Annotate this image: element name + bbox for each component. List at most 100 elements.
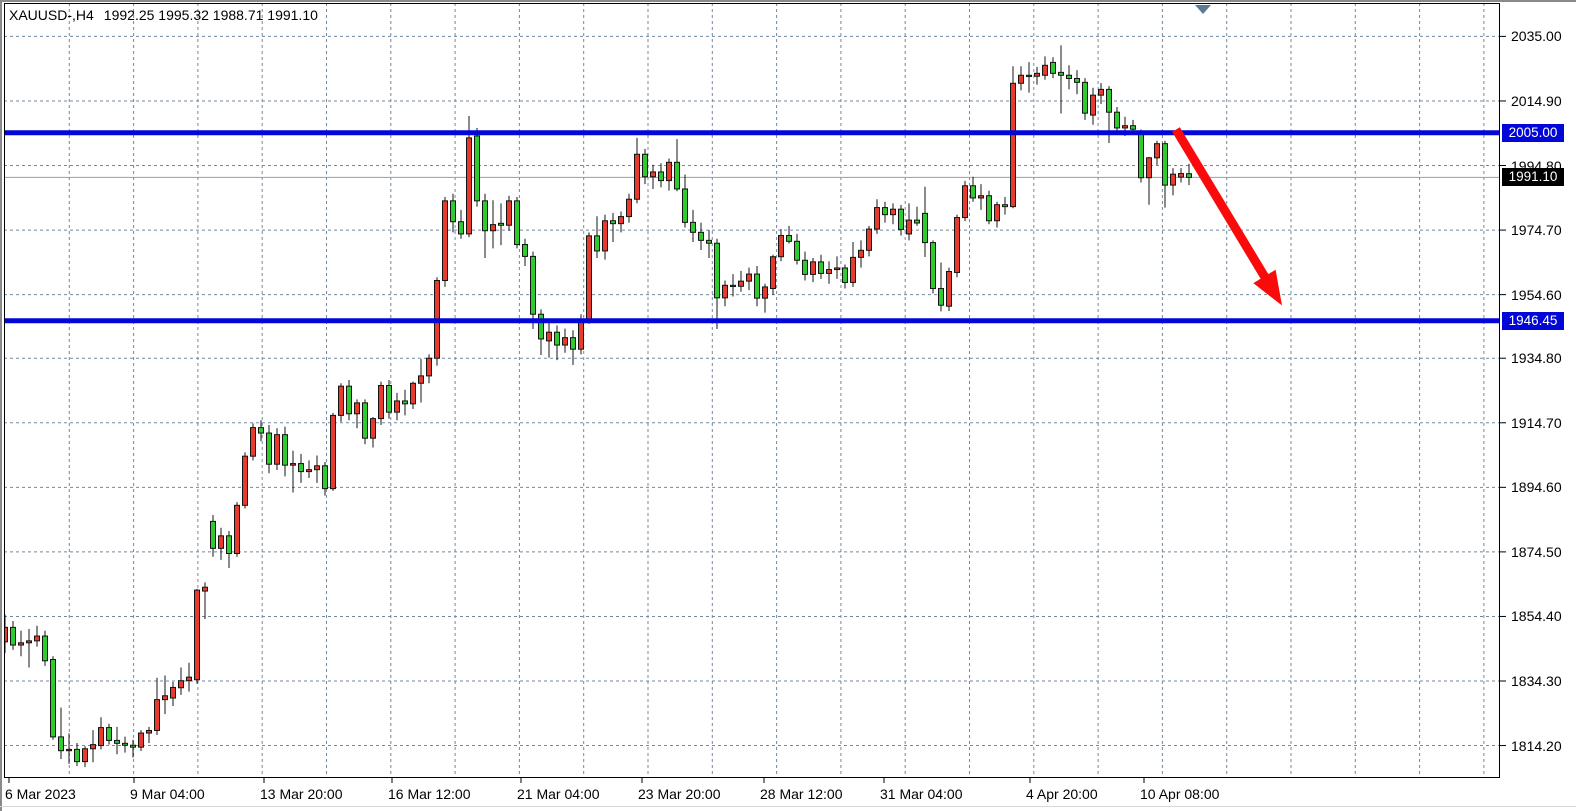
- window-edge-left: [0, 0, 2, 811]
- bear-candle: [458, 221, 464, 235]
- bear-candle: [818, 261, 824, 274]
- bull-candle: [26, 640, 32, 644]
- bull-candle: [1098, 88, 1104, 96]
- bear-candle: [386, 385, 392, 413]
- bull-candle: [250, 427, 256, 457]
- bear-candle: [1002, 204, 1008, 208]
- bull-candle: [98, 727, 104, 747]
- bull-candle: [162, 695, 168, 701]
- bull-candle: [778, 235, 784, 258]
- bull-candle: [618, 216, 624, 225]
- bull-candle: [826, 269, 832, 274]
- y-axis-label: 1814.20: [1511, 737, 1562, 754]
- y-axis-label: 1914.70: [1511, 414, 1562, 431]
- bull-candle: [170, 686, 176, 699]
- bear-candle: [1186, 173, 1192, 178]
- bull-candle: [218, 535, 224, 549]
- bull-candle: [466, 137, 472, 235]
- x-axis-label: 9 Mar 04:00: [130, 786, 205, 802]
- bear-candle: [402, 400, 408, 405]
- bear-candle: [690, 221, 696, 233]
- bull-candle: [890, 208, 896, 216]
- bull-candle: [82, 748, 88, 763]
- bear-candle: [1106, 88, 1112, 113]
- bull-candle: [90, 744, 96, 750]
- bear-candle: [1162, 143, 1168, 186]
- x-axis-label: 13 Mar 20:00: [260, 786, 343, 802]
- bull-candle: [394, 400, 400, 413]
- current-price-tag: 1991.10: [1502, 168, 1564, 187]
- bear-candle: [802, 259, 808, 275]
- y-axis-label: 1954.60: [1511, 286, 1562, 303]
- y-axis-label: 1974.70: [1511, 222, 1562, 239]
- bear-candle: [986, 195, 992, 222]
- trend-arrow-shaft: [1172, 127, 1272, 284]
- trend-arrow-head: [1253, 269, 1282, 306]
- bear-candle: [50, 658, 56, 738]
- x-axis-label: 28 Mar 12:00: [760, 786, 843, 802]
- bull-candle: [602, 220, 608, 252]
- bull-candle: [1042, 64, 1048, 76]
- bull-candle: [290, 463, 296, 466]
- bear-candle: [266, 432, 272, 465]
- bear-candle: [106, 727, 112, 741]
- bear-candle: [594, 235, 600, 252]
- bull-candle: [306, 469, 312, 473]
- bull-candle: [1018, 74, 1024, 84]
- bear-candle: [210, 520, 216, 549]
- bear-candle: [658, 171, 664, 182]
- bear-candle: [362, 402, 368, 439]
- chart-ohlc-readout: 1992.25 1995.32 1988.71 1991.10: [103, 7, 318, 23]
- bear-candle: [970, 185, 976, 199]
- window-edge-top: [0, 0, 1576, 2]
- bull-candle: [666, 161, 672, 182]
- bull-candle: [978, 195, 984, 199]
- bear-candle: [1082, 81, 1088, 114]
- bull-candle: [178, 680, 184, 689]
- scroll-end-marker-icon[interactable]: [1195, 5, 1211, 14]
- chart-border: [4, 3, 1500, 778]
- bull-candle: [546, 331, 552, 342]
- bull-candle: [1034, 72, 1040, 77]
- x-axis-label: 6 Mar 2023: [5, 786, 76, 802]
- bull-candle: [1122, 125, 1128, 129]
- bull-candle: [330, 414, 336, 490]
- x-axis-label: 4 Apr 20:00: [1026, 786, 1098, 802]
- bear-candle: [122, 742, 128, 746]
- bull-candle: [1178, 173, 1184, 178]
- bear-candle: [786, 235, 792, 242]
- bear-candle: [1050, 61, 1056, 74]
- bear-candle: [1114, 111, 1120, 129]
- bear-candle: [914, 219, 920, 224]
- bull-candle: [194, 589, 200, 681]
- bear-candle: [610, 220, 616, 225]
- y-axis-label: 1934.80: [1511, 350, 1562, 367]
- bear-candle: [674, 161, 680, 190]
- bull-candle: [810, 261, 816, 275]
- bear-candle: [1130, 125, 1136, 130]
- bear-candle: [682, 188, 688, 223]
- bull-candle: [274, 434, 280, 465]
- bull-candle: [994, 204, 1000, 222]
- bear-candle: [42, 635, 48, 662]
- bull-candle: [426, 357, 432, 377]
- bear-candle: [10, 626, 16, 646]
- bull-candle: [154, 699, 160, 731]
- bear-candle: [842, 267, 848, 283]
- trend-arrow[interactable]: [1172, 127, 1282, 306]
- bear-candle: [450, 200, 456, 223]
- x-axis-label: 21 Mar 04:00: [517, 786, 600, 802]
- candles-layer: [5, 45, 1192, 768]
- bear-candle: [1066, 74, 1072, 79]
- window-edge-bottom: [0, 806, 1576, 807]
- bear-candle: [522, 244, 528, 257]
- bull-candle: [314, 465, 320, 471]
- bear-candle: [706, 239, 712, 244]
- bear-candle: [538, 313, 544, 340]
- bull-candle: [834, 267, 840, 271]
- bull-candle: [234, 504, 240, 554]
- x-axis-label: 31 Mar 04:00: [880, 786, 963, 802]
